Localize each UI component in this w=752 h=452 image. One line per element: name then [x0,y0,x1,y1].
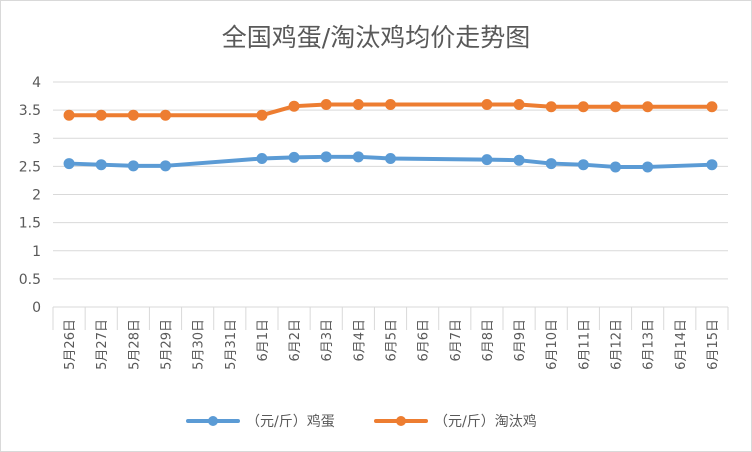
x-tick-label: 6月9日 [513,319,528,362]
data-point [545,158,557,170]
series-line [67,154,714,169]
x-tick-label: 6月7日 [449,319,464,362]
series-line [67,102,714,118]
series-0 [63,151,718,173]
data-point [127,109,139,121]
y-tick-label: 0.5 [19,272,41,288]
x-tick-label: 6月4日 [352,319,367,362]
y-tick-label: 1 [32,244,41,260]
series-1 [63,99,718,121]
x-tick-label: 5月28日 [127,319,142,370]
x-tick-label: 6月15日 [706,319,721,370]
x-tick-label: 5月30日 [192,319,207,370]
x-axis-tick-labels: 5月26日 5月27日 5月28日 5月29日 5月30日 5月31日 6月1日 6月2日 6月… [63,319,721,370]
data-point [706,101,718,113]
data-point [160,109,171,121]
x-tick-label: 6月2日 [288,319,303,362]
data-point [513,154,525,166]
x-tick-label: 5月29日 [160,319,175,370]
data-point [610,101,621,113]
data-point [577,101,589,113]
y-tick-label: 3 [32,131,41,147]
data-point [288,100,300,112]
legend-label: （元/斤）淘汰鸡 [434,413,537,430]
y-axis-tick-labels: 0 0.5 1 1.5 2 2.5 3 3.5 4 [19,75,41,316]
y-tick-label: 2.5 [19,159,41,175]
x-tick-label: 5月31日 [224,319,239,370]
legend-label: （元/斤）鸡蛋 [246,413,335,430]
x-tick-label: 6月8日 [481,319,496,362]
gridlines [53,81,728,280]
x-tick-label: 6月5日 [385,319,400,362]
data-point [256,109,268,121]
x-tick-label: 6月10日 [545,319,560,370]
chart-title: 全国鸡蛋/淘汰鸡均价走势图 [222,23,530,52]
y-tick-label: 1.5 [19,216,41,232]
data-point [63,158,75,170]
data-point [610,161,621,173]
x-tick-label: 6月1日 [256,319,271,362]
data-point [256,153,268,164]
data-point [513,99,525,110]
data-point [127,160,139,172]
data-point [385,153,396,164]
x-tick-label: 6月14日 [674,319,689,370]
data-point [545,101,557,113]
legend-swatch-marker [396,416,406,426]
data-point [95,109,107,121]
data-point [481,154,493,166]
x-tick-label: 6月6日 [417,319,432,362]
data-point [160,160,171,172]
data-point [352,99,364,110]
y-tick-label: 2 [32,188,41,204]
data-point [481,99,493,110]
legend: （元/斤）鸡蛋 （元/斤）淘汰鸡 [186,413,537,430]
data-point [706,159,718,171]
legend-item: （元/斤）淘汰鸡 [374,413,537,430]
data-point [352,151,364,163]
y-tick-label: 4 [32,75,41,91]
data-point [288,151,300,163]
x-tick-label: 6月12日 [610,319,625,370]
x-tick-label: 5月27日 [95,319,110,370]
legend-item: （元/斤）鸡蛋 [186,413,335,430]
data-point [642,101,654,113]
x-tick-label: 6月3日 [320,319,335,362]
x-tick-label: 6月13日 [642,319,657,370]
axes [52,306,729,330]
y-tick-label: 3.5 [19,103,41,119]
data-point [385,99,396,110]
y-tick-label: 0 [32,300,41,316]
data-point [63,109,75,121]
data-point [95,159,107,171]
series-lines [63,99,718,173]
legend-swatch-marker [208,416,218,426]
x-tick-label: 5月26日 [63,319,78,370]
data-point [642,161,654,173]
data-point [577,159,589,171]
x-tick-label: 6月11日 [577,319,592,370]
data-point [320,151,332,163]
data-point [320,99,332,110]
